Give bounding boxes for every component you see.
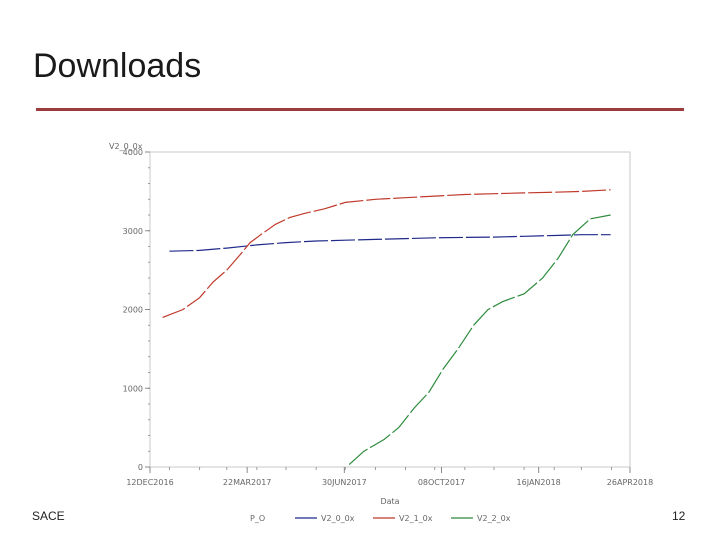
x-axis-label: Data [380, 497, 399, 506]
plot-frame [149, 151, 631, 468]
x-tick-label: 26APR2018 [607, 478, 653, 487]
x-tick-label: 12DEC2016 [126, 478, 173, 487]
y-tick-label: 1000 [123, 384, 143, 393]
plot-border [149, 151, 631, 468]
x-tick-label: 08OCT2017 [418, 478, 465, 487]
legend-title: P_O [250, 514, 265, 523]
y-axis-label: V2_0_0x [109, 142, 143, 151]
x-tick-label: 30JUN2017 [322, 478, 367, 487]
series-line-2 [162, 189, 611, 318]
series-line-3 [348, 214, 611, 466]
legend: V2_0_0x V2_1_0x V2_2_0x [295, 514, 511, 523]
x-tick-label: 16JAN2018 [517, 478, 561, 487]
page-number: 12 [672, 509, 686, 523]
legend-label: V2_2_0x [477, 514, 511, 523]
series-line-1 [169, 234, 611, 252]
footer-label: SACE [32, 509, 65, 523]
series-lines [162, 189, 611, 466]
legend-label: V2_1_0x [399, 514, 433, 523]
slide-title: Downloads [33, 47, 202, 85]
x-tick-label: 22MAR2017 [223, 478, 271, 487]
y-tick-label: 0 [138, 463, 143, 472]
axis-ticks: 0 1000 2000 3000 4000 12DEC2016 22MAR2017 30JUN… [123, 148, 654, 487]
title-divider [36, 108, 684, 111]
legend-label: V2_0_0x [321, 514, 355, 523]
y-tick-label: 3000 [123, 227, 143, 236]
y-tick-label: 2000 [123, 306, 143, 315]
y-tick-label: 4000 [123, 148, 143, 157]
